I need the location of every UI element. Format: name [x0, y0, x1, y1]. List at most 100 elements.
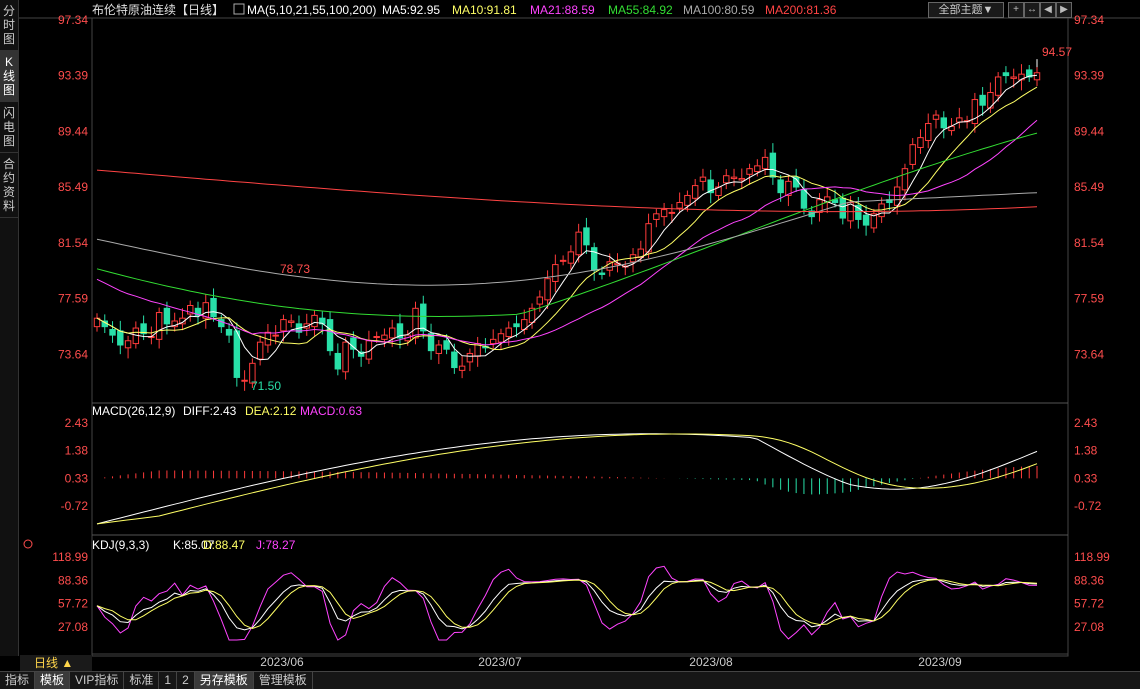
candle-body: [117, 330, 124, 346]
tab-flash[interactable]: 闪电图: [0, 102, 18, 153]
kdj-title: KDJ(9,3,3): [92, 538, 149, 552]
candle-body: [1010, 76, 1017, 79]
candle-body: [210, 297, 217, 318]
x-tick: 2023/09: [918, 655, 962, 669]
next-icon[interactable]: ▶: [1056, 2, 1072, 18]
candle-body: [1033, 72, 1041, 81]
ma21-line: [96, 119, 1038, 346]
candles: [93, 64, 1041, 391]
candle-body: [489, 338, 497, 345]
candle-body: [606, 261, 613, 271]
candle-body: [412, 307, 419, 339]
local-high-label: 78.73: [280, 262, 310, 276]
candle-body: [179, 317, 186, 325]
ma-value-2: MA21:88.59: [530, 3, 595, 17]
x-tick: 2023/08: [689, 655, 733, 669]
candle-body: [777, 179, 784, 194]
macd-value: MACD:0.63: [300, 404, 362, 418]
candle-body: [761, 156, 769, 170]
tab-indicators[interactable]: 指标: [0, 672, 36, 689]
chart-canvas[interactable]: 布伦特原油连续【日线】 MA(5,10,21,55,100,200) MA5:92.…: [0, 0, 1140, 671]
candle-body: [272, 334, 279, 337]
ma5-line: [96, 74, 1038, 361]
price-tick-left: 77.59: [58, 292, 88, 306]
macd-diff-line: [96, 433, 1038, 525]
candle-body: [862, 214, 870, 226]
period-selector[interactable]: 日线 ▲: [20, 655, 92, 671]
tab-1[interactable]: 1: [159, 672, 178, 689]
candle-body: [932, 114, 940, 120]
prev-icon[interactable]: ◀: [1040, 2, 1056, 18]
kdj-d-line: [96, 579, 1038, 630]
candle-body: [785, 180, 792, 196]
candle-body: [909, 144, 916, 165]
candle-body: [1002, 72, 1010, 77]
ma-value-4: MA100:80.59: [683, 3, 755, 17]
candle-body: [435, 344, 443, 354]
candle-body: [458, 365, 466, 371]
candle-body: [140, 323, 147, 335]
tab-vip-indicators[interactable]: VIP指标: [70, 672, 125, 689]
expand-icon[interactable]: ↔: [1024, 2, 1040, 18]
candle-body: [684, 194, 691, 206]
candle-body: [334, 352, 342, 370]
ma-value-3: MA55:84.92: [608, 3, 673, 17]
crosshair-icon[interactable]: +: [1008, 2, 1024, 18]
tab-kline[interactable]: K线图: [0, 51, 18, 102]
candle-body: [388, 327, 396, 339]
candle-body: [979, 94, 986, 106]
candle-body: [373, 336, 380, 339]
candle-body: [839, 197, 847, 219]
candle-body: [163, 307, 171, 325]
candle-body: [233, 330, 241, 378]
kdj-tick-right: 27.08: [1074, 620, 1104, 634]
kdj-tick-right: 88.36: [1074, 573, 1104, 587]
candle-body: [559, 259, 567, 262]
candle-body: [754, 165, 761, 172]
candle-body: [443, 340, 450, 350]
candle-body: [357, 351, 365, 357]
candle-body: [645, 223, 652, 253]
tab-save-template[interactable]: 另存模板: [194, 672, 254, 689]
candle-body: [187, 304, 194, 315]
candle-body: [326, 319, 334, 352]
candle-body: [590, 247, 598, 271]
kdj-j-line: [96, 565, 1038, 641]
theme-dropdown[interactable]: 全部主题▼: [928, 2, 1004, 18]
candle-body: [218, 319, 225, 328]
kdj-tick-left: 118.99: [52, 550, 88, 564]
x-tick: 2023/07: [478, 655, 522, 669]
kdj-tick-left: 57.72: [58, 597, 88, 611]
tab-contract-info[interactable]: 合约资料: [0, 153, 18, 218]
tab-manage-templates[interactable]: 管理模板: [254, 672, 313, 689]
candle-body: [769, 152, 777, 178]
kdj-tick-left: 27.08: [58, 620, 88, 634]
price-tick-right: 81.54: [1074, 236, 1104, 250]
candle-body: [699, 176, 707, 182]
tab-2[interactable]: 2: [177, 672, 195, 689]
candle-body: [124, 340, 132, 349]
macd-title: MACD(26,12,9): [92, 404, 175, 418]
candle-body: [917, 137, 924, 149]
tab-standard[interactable]: 标准: [124, 672, 160, 689]
macd-diff: DIFF:2.43: [183, 404, 237, 418]
candle-body: [583, 227, 590, 246]
candle-body: [171, 320, 178, 328]
kdj-k: K:85.07: [173, 538, 215, 552]
candle-body: [311, 314, 318, 328]
candle-body: [249, 362, 256, 384]
candle-body: [598, 272, 606, 275]
price-tick-left: 93.39: [58, 69, 88, 83]
candle-body: [746, 168, 753, 175]
tab-templates[interactable]: 模板: [35, 672, 71, 689]
price-tick-right: 73.64: [1074, 347, 1104, 361]
candle-body: [575, 231, 582, 256]
candle-body: [513, 323, 520, 328]
candle-body: [723, 175, 730, 184]
ma10-line: [96, 86, 1038, 351]
candle-body: [427, 333, 435, 352]
chart-title: 布伦特原油连续【日线】: [92, 2, 224, 17]
tab-intraday[interactable]: 分时图: [0, 0, 18, 51]
candle-body: [637, 248, 645, 259]
candle-body: [396, 323, 404, 339]
